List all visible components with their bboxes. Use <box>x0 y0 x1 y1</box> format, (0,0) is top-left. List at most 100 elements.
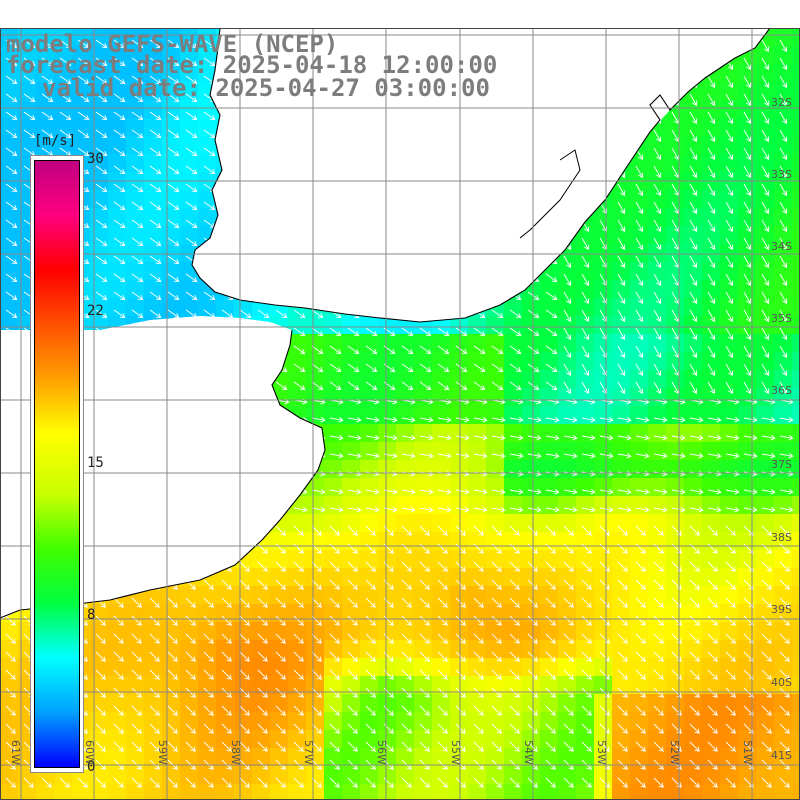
field-cell <box>522 640 540 658</box>
field-cell <box>306 352 324 370</box>
field-cell <box>702 568 720 586</box>
field-cell <box>756 64 774 82</box>
field-cell <box>252 766 270 784</box>
wind-arrow <box>437 669 448 680</box>
wind-arrow <box>113 633 124 644</box>
wind-arrow <box>401 416 416 423</box>
wind-arrow <box>329 434 344 441</box>
field-cell <box>342 748 360 766</box>
wind-arrow <box>491 705 502 716</box>
wind-arrow <box>545 488 560 495</box>
wind-arrow <box>311 615 322 626</box>
field-cell <box>450 694 468 712</box>
wind-arrow <box>473 561 484 572</box>
field-cell <box>594 262 612 280</box>
field-cell <box>540 514 558 532</box>
wind-arrow <box>563 506 578 513</box>
field-cell <box>648 190 666 208</box>
wind-arrow <box>455 633 466 644</box>
field-cell <box>144 640 162 658</box>
wind-arrow <box>185 57 198 66</box>
field-cell <box>504 640 522 658</box>
field-cell <box>594 604 612 622</box>
wind-arrow <box>725 93 734 106</box>
field-cell <box>774 514 792 532</box>
wind-arrow <box>437 381 450 390</box>
wind-arrow <box>437 561 448 572</box>
wind-arrow <box>509 561 520 572</box>
field-cell <box>756 658 774 676</box>
field-cell <box>774 730 792 748</box>
field-cell <box>126 136 144 154</box>
field-cell <box>360 550 378 568</box>
wind-arrow <box>761 669 772 680</box>
field-cell <box>756 370 774 388</box>
field-cell <box>594 784 612 800</box>
field-cell <box>306 640 324 658</box>
field-cell <box>792 748 800 766</box>
field-cell <box>504 730 522 748</box>
field-cell <box>720 280 738 298</box>
field-cell <box>216 676 234 694</box>
wind-arrow <box>167 741 178 752</box>
wind-arrow <box>59 129 72 138</box>
field-cell <box>792 154 800 172</box>
field-cell <box>486 334 504 352</box>
wind-arrow <box>689 219 698 232</box>
wind-arrow <box>77 111 90 120</box>
wind-arrow <box>491 434 506 441</box>
wind-arrow <box>149 255 162 264</box>
field-cell <box>720 334 738 352</box>
wind-arrow <box>635 327 644 340</box>
wind-arrow <box>725 381 734 394</box>
wind-arrow <box>185 39 198 48</box>
wind-arrow <box>617 416 632 423</box>
wind-arrow <box>635 434 650 441</box>
field-cell <box>522 658 540 676</box>
wind-arrow <box>275 579 286 590</box>
field-cell <box>324 604 342 622</box>
field-cell <box>558 658 576 676</box>
field-cell <box>288 352 306 370</box>
field-cell <box>594 712 612 730</box>
field-cell <box>720 154 738 172</box>
field-cell <box>468 604 486 622</box>
wind-arrow <box>725 615 736 626</box>
wind-arrow <box>167 777 178 788</box>
wind-arrow <box>491 615 502 626</box>
wind-arrow <box>149 57 162 66</box>
wind-arrow <box>761 201 770 214</box>
field-cell <box>666 154 684 172</box>
field-cell <box>126 622 144 640</box>
wind-arrow <box>95 165 108 174</box>
field-cell <box>576 604 594 622</box>
wind-arrow <box>455 506 470 513</box>
wind-arrow <box>779 633 790 644</box>
field-cell <box>126 64 144 82</box>
field-cell <box>774 226 792 244</box>
field-cell <box>684 586 702 604</box>
field-cell <box>360 352 378 370</box>
field-cell <box>504 712 522 730</box>
wind-arrow <box>563 273 572 286</box>
field-cell <box>144 676 162 694</box>
field-cell <box>144 766 162 784</box>
wind-arrow <box>275 669 286 680</box>
wind-arrow <box>473 705 484 716</box>
field-cell <box>360 586 378 604</box>
wind-arrow <box>725 75 734 88</box>
field-cell <box>648 640 666 658</box>
field-cell <box>756 136 774 154</box>
field-cell <box>792 442 800 460</box>
wind-arrow <box>437 579 448 590</box>
wind-arrow <box>779 597 790 608</box>
field-cell <box>576 226 594 244</box>
field-cell <box>792 496 800 514</box>
wind-arrow <box>293 741 304 752</box>
field-cell <box>360 694 378 712</box>
wind-arrow <box>725 434 740 441</box>
field-cell <box>648 694 666 712</box>
wind-arrow <box>149 687 160 698</box>
field-cell <box>612 280 630 298</box>
wind-arrow <box>689 633 700 644</box>
